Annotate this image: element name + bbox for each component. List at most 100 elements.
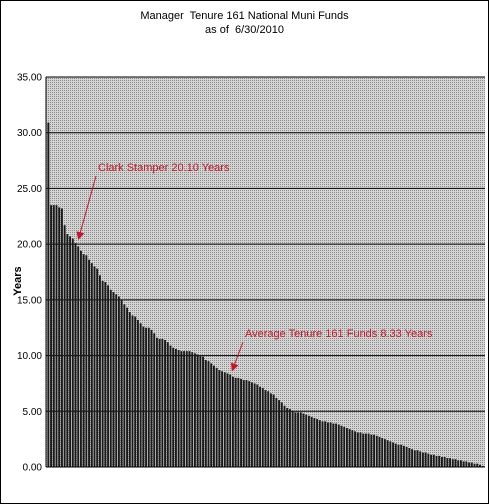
bar [337, 424, 340, 467]
bar [481, 465, 484, 467]
bar [164, 339, 167, 467]
bar [313, 417, 316, 467]
bar [299, 412, 302, 467]
y-tick-label: 35.00 [17, 73, 42, 84]
y-tick-labels: 0.00 5.00 10.00 15.00 20.00 25.00 30.00 35.00 [17, 73, 42, 474]
bar [465, 461, 468, 467]
bar [93, 266, 96, 467]
bar [364, 433, 367, 467]
bar [212, 365, 215, 467]
bar [196, 354, 199, 467]
bar [383, 439, 386, 467]
bar [405, 446, 408, 467]
bar [367, 433, 370, 467]
bar [90, 263, 93, 467]
bar [188, 351, 191, 467]
bar [71, 238, 74, 467]
bar [112, 292, 115, 467]
bar [335, 423, 338, 467]
bar [321, 421, 324, 467]
bar [345, 428, 348, 467]
bar [58, 207, 61, 467]
bar [397, 444, 400, 467]
bar [193, 353, 196, 467]
bar [150, 329, 153, 467]
bar [381, 438, 384, 467]
bar [250, 382, 253, 467]
bar [126, 307, 129, 467]
bar [457, 460, 460, 467]
axes [45, 77, 485, 468]
bar [280, 402, 283, 467]
bar [400, 444, 403, 467]
bar [161, 338, 164, 467]
bar [424, 452, 427, 467]
bar [421, 452, 424, 467]
bar [131, 315, 134, 467]
bar [307, 415, 310, 467]
bar [55, 205, 58, 467]
bar [476, 463, 479, 467]
annotation-label: Clark Stamper 20.10 Years [98, 162, 230, 174]
bar [207, 361, 210, 467]
bar [329, 422, 332, 467]
annotation-arrow [76, 175, 97, 240]
bar [136, 319, 139, 467]
bar [88, 259, 91, 467]
bar [226, 373, 229, 467]
bar [435, 455, 438, 467]
bar [229, 374, 232, 467]
bar [294, 412, 297, 467]
bar [462, 461, 465, 467]
y-tick-label: 10.00 [17, 351, 42, 362]
bar [115, 294, 118, 467]
bar [63, 225, 66, 467]
bar [145, 327, 148, 467]
bar [283, 405, 286, 467]
bar [378, 436, 381, 467]
bar [96, 268, 99, 467]
bar [432, 454, 435, 467]
bar [177, 350, 180, 467]
y-tick-label: 5.00 [23, 407, 43, 418]
bar [240, 378, 243, 467]
bar [242, 380, 245, 467]
bar [259, 386, 262, 467]
bar [74, 243, 77, 467]
bar [478, 464, 481, 467]
bar [223, 372, 226, 467]
bar [172, 347, 175, 467]
bar [305, 414, 308, 467]
bar [85, 255, 88, 467]
bar [468, 462, 471, 467]
bar [473, 463, 476, 467]
bar [191, 352, 194, 467]
bar [77, 246, 80, 467]
bar [389, 441, 392, 467]
bar [234, 377, 237, 467]
bar [340, 425, 343, 467]
bar [158, 338, 161, 467]
bar [52, 205, 55, 467]
bar [362, 433, 365, 467]
bar [386, 440, 389, 467]
bar [356, 432, 359, 467]
bar [278, 400, 281, 467]
bar [79, 250, 82, 467]
bar [215, 367, 218, 467]
bar [98, 275, 101, 467]
bar [237, 377, 240, 467]
bar [245, 380, 248, 467]
bar [261, 387, 264, 467]
bar [155, 337, 158, 467]
bar [343, 426, 346, 467]
bar [128, 312, 131, 467]
bar [107, 285, 110, 467]
bar [153, 333, 156, 467]
bar [291, 411, 294, 467]
bar [272, 394, 275, 467]
bar [221, 371, 224, 467]
chart-title: Manager Tenure 161 National Muni Funds [140, 10, 349, 22]
bar [120, 299, 123, 467]
bar [416, 450, 419, 467]
